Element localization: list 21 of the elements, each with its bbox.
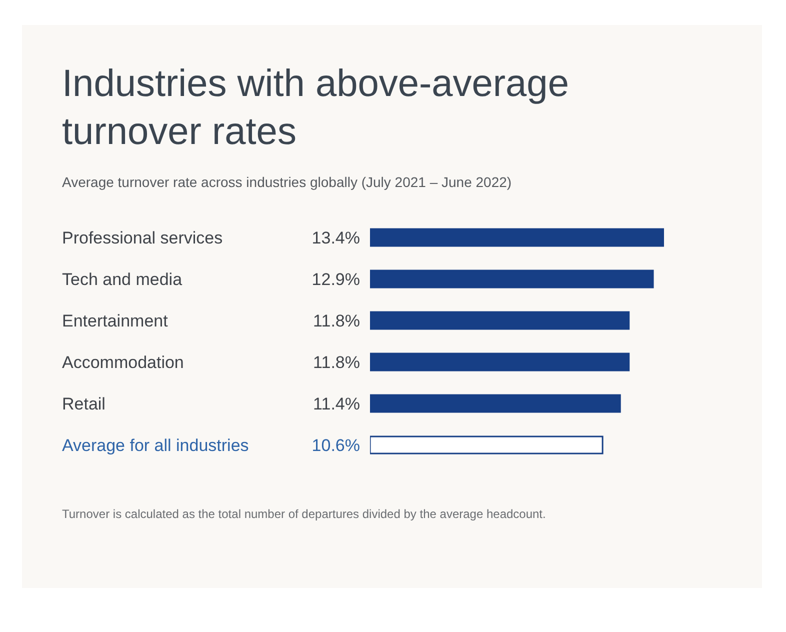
data-label: 11.8% xyxy=(313,311,360,330)
text: Turnover is calculated as the total number of departures divided by the average headcount. xyxy=(62,506,546,522)
bar xyxy=(370,394,621,413)
y-tick-label: Average for all industries xyxy=(62,436,249,456)
data-label: 11.4% xyxy=(313,394,360,414)
chart-subtitle: Average turnover rate across industries globally (July 2021 – June 2022) xyxy=(62,173,512,191)
y-tick-label: Entertainment xyxy=(62,312,168,331)
bar xyxy=(370,311,630,330)
y-tick-label: Retail xyxy=(62,394,106,414)
chart-title: Industries with above-average turnover rates xyxy=(62,62,570,155)
y-tick-label: Professional services xyxy=(62,228,223,248)
bar xyxy=(370,436,604,454)
y-tick-label: Tech and media xyxy=(62,270,183,290)
bar xyxy=(370,352,630,372)
data-label: 10.6% xyxy=(312,436,360,455)
data-label: 12.9% xyxy=(312,270,360,289)
data-label: 11.8% xyxy=(313,352,360,372)
bar xyxy=(370,270,654,288)
data-label: 13.4% xyxy=(312,228,360,248)
y-tick-label: Accommodation xyxy=(62,353,184,372)
bar xyxy=(370,228,664,247)
